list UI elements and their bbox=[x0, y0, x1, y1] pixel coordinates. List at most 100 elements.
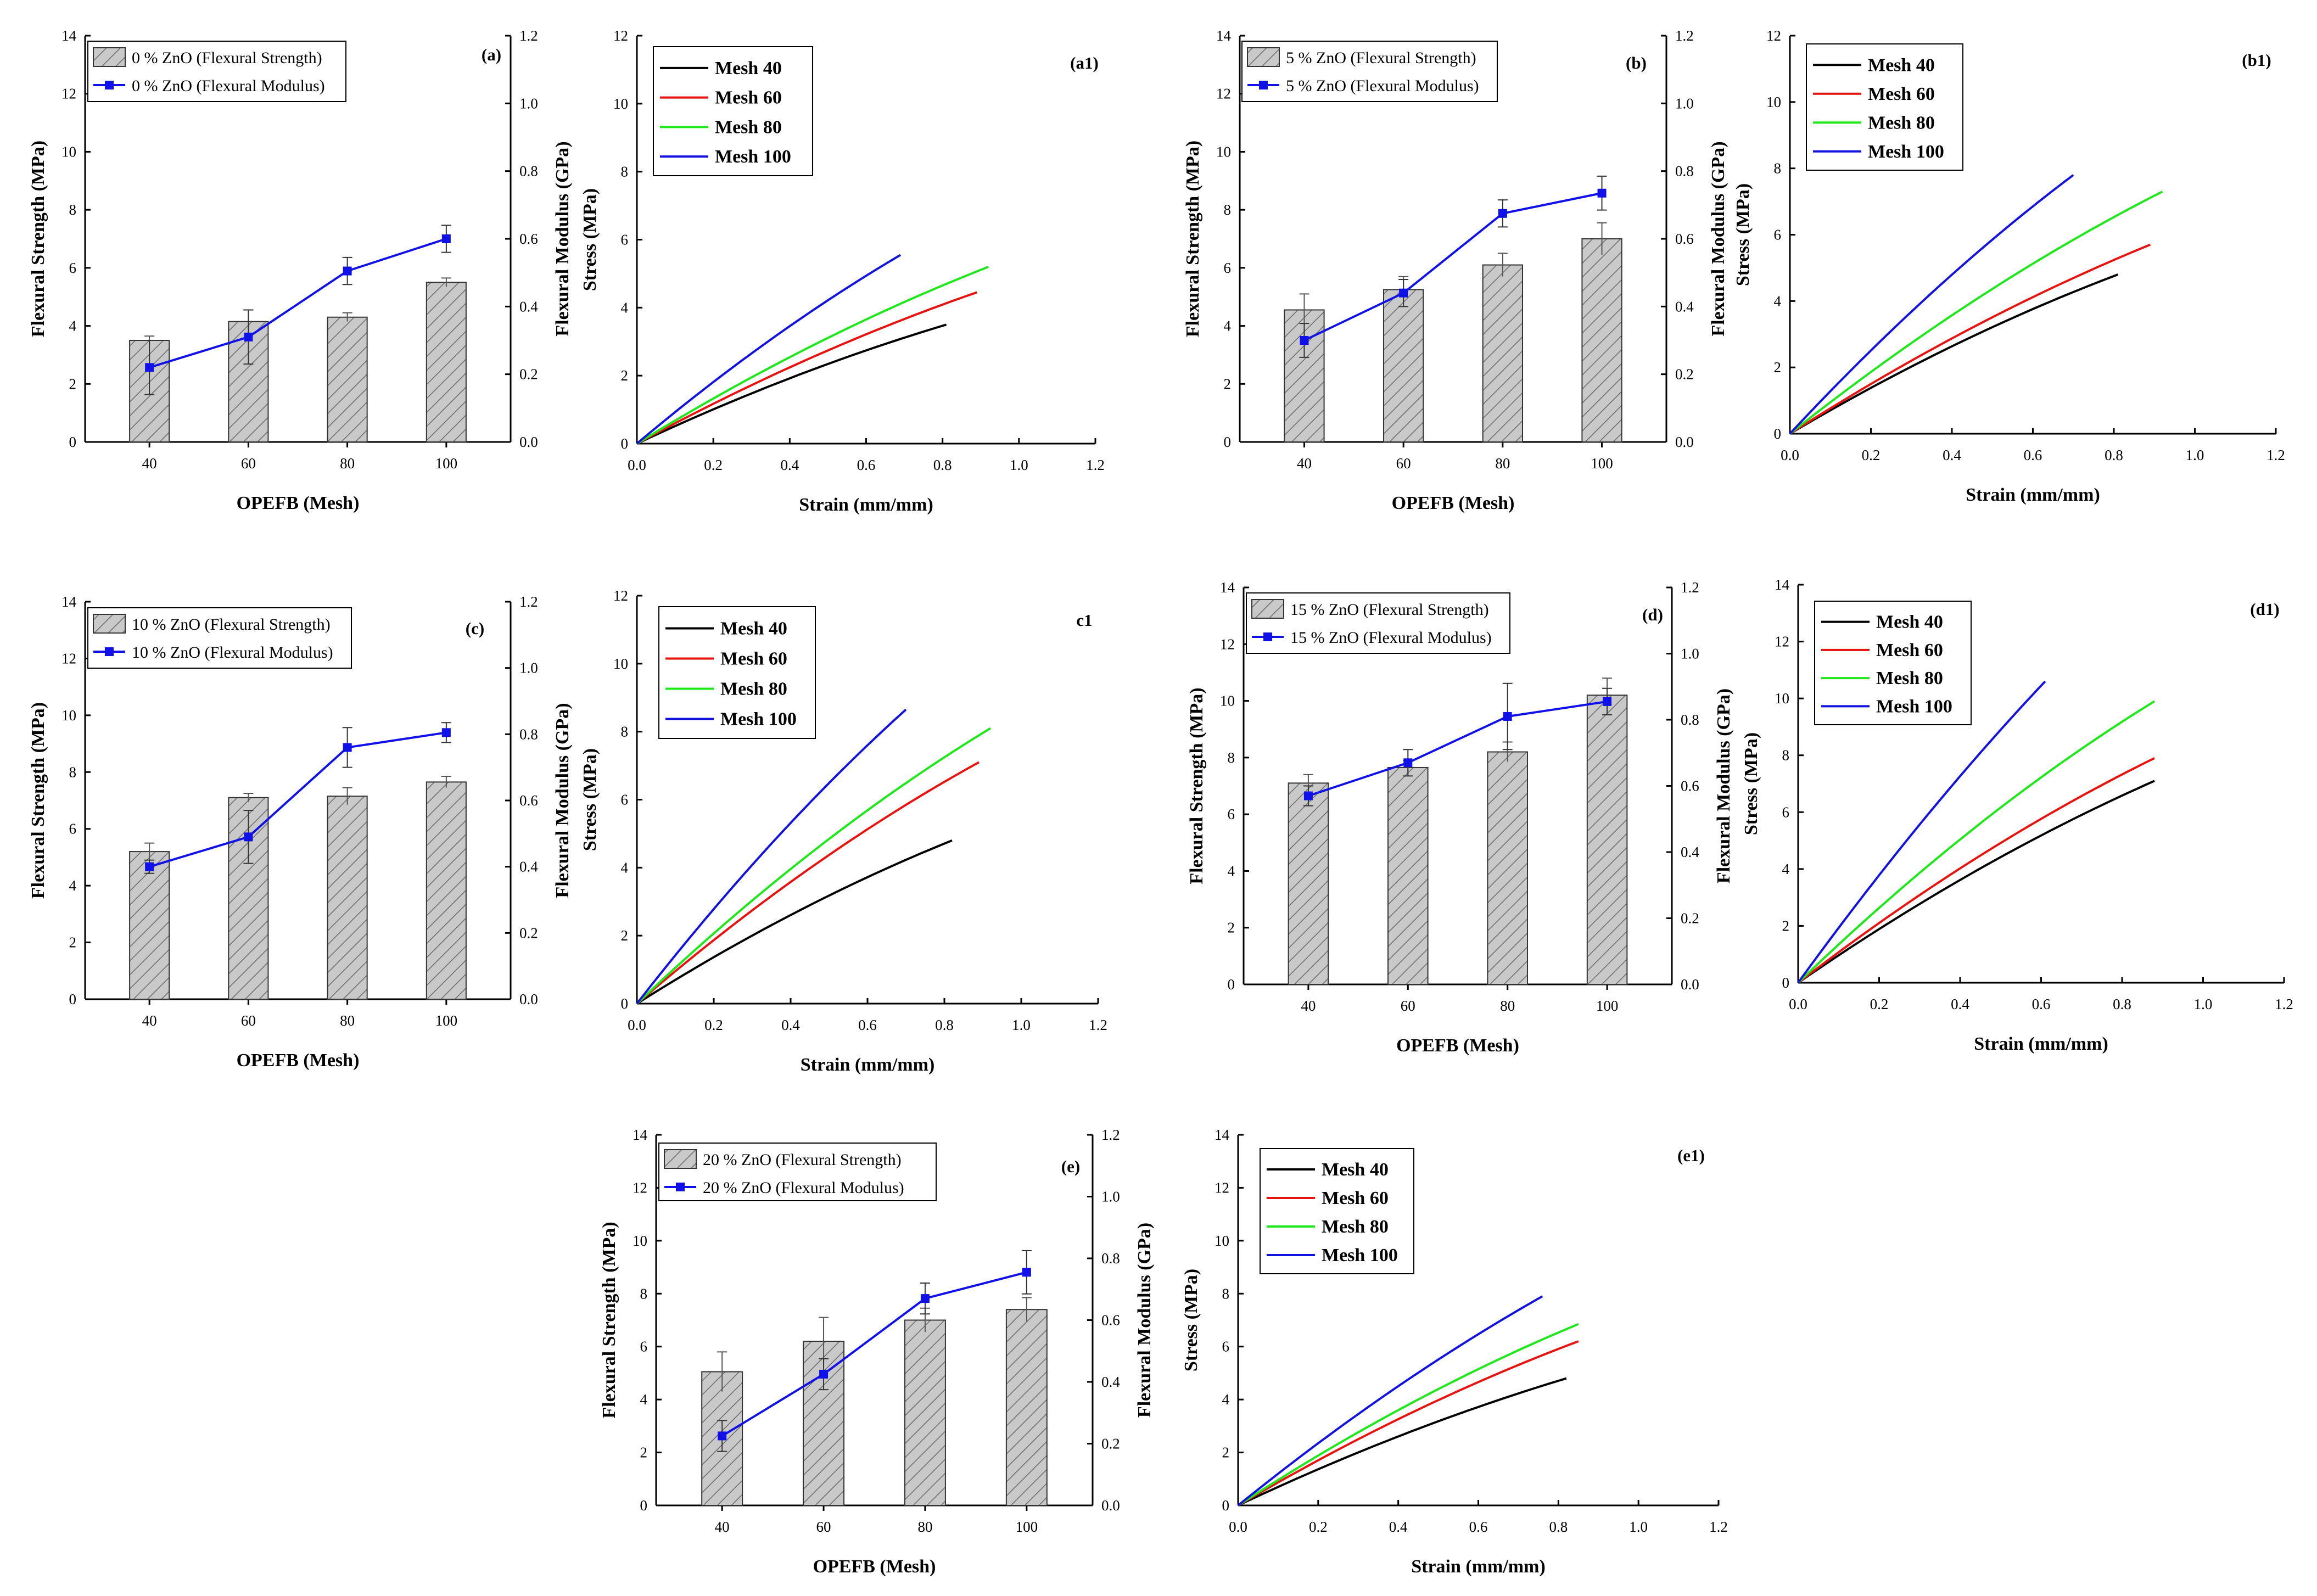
panel-b: 0 2 4 6 8 10 12 14 Flexural Strength (MPa) OPEFB … bbox=[1183, 27, 1728, 513]
y2-tick-label: 0.6 bbox=[1681, 778, 1699, 794]
x-tick-label: 0.0 bbox=[1781, 447, 1799, 463]
x-tick-label: 0.8 bbox=[1549, 1519, 1568, 1535]
bar bbox=[426, 781, 467, 1000]
x-tick-label: 80 bbox=[1495, 455, 1510, 472]
x-tick-label: 40 bbox=[1301, 998, 1316, 1014]
y2-tick-label: 0.0 bbox=[1681, 976, 1699, 993]
y-tick-label: 4 bbox=[1224, 318, 1232, 334]
modulus-point bbox=[343, 743, 352, 752]
series-line bbox=[1789, 243, 2151, 435]
x-tick-label: 40 bbox=[1297, 455, 1312, 472]
modulus-point bbox=[718, 1431, 727, 1441]
y2-tick-label: 0.2 bbox=[1681, 910, 1699, 927]
y-tick-label: 12 bbox=[1775, 634, 1789, 650]
y2-axis-title: Flexural Modulus (GPa) bbox=[1134, 1223, 1155, 1418]
series-line bbox=[636, 761, 980, 1005]
y-tick-label: 12 bbox=[1216, 86, 1231, 102]
legend-label: Mesh 80 bbox=[715, 117, 782, 137]
x-tick-label: 80 bbox=[1500, 998, 1515, 1014]
y-tick-label: 10 bbox=[633, 1233, 647, 1249]
x-tick-label: 0.2 bbox=[1862, 447, 1881, 463]
bar bbox=[1383, 289, 1424, 443]
x-tick-label: 100 bbox=[435, 1012, 458, 1029]
panel-label: (b) bbox=[1626, 53, 1647, 72]
x-tick-label: 1.0 bbox=[2194, 996, 2213, 1012]
series-line bbox=[636, 839, 953, 1005]
y-tick-label: 12 bbox=[633, 1179, 647, 1196]
panel-c1: 0 2 4 6 8 10 12 Stress (MPa) Strain (mm/mm) c1 0.0… bbox=[580, 587, 1107, 1075]
modulus-point bbox=[819, 1369, 829, 1379]
legend-label: 20 % ZnO (Flexural Modulus) bbox=[703, 1179, 904, 1197]
y2-axis-title: Flexural Modulus (GPa) bbox=[1708, 141, 1728, 336]
y-tick-label: 8 bbox=[1228, 749, 1235, 766]
x-tick-label: 60 bbox=[241, 455, 256, 472]
y-tick-label: 14 bbox=[1216, 27, 1232, 44]
y2-tick-label: 0.4 bbox=[519, 859, 538, 875]
series-line bbox=[636, 291, 977, 445]
y-tick-label: 14 bbox=[1215, 1127, 1230, 1143]
y-tick-label: 12 bbox=[613, 587, 628, 604]
y2-tick-label: 1.0 bbox=[1101, 1189, 1120, 1205]
legend-box bbox=[87, 607, 352, 669]
y-tick-label: 10 bbox=[61, 707, 76, 724]
y2-tick-label: 0.8 bbox=[1681, 712, 1699, 728]
y2-tick-label: 0.0 bbox=[519, 991, 538, 1007]
y-axis-title: Stress (MPa) bbox=[580, 188, 600, 291]
y-tick-label: 0 bbox=[1224, 434, 1232, 450]
legend-label: Mesh 100 bbox=[1876, 696, 1952, 716]
y-tick-label: 14 bbox=[1775, 576, 1790, 593]
legend-box bbox=[658, 1143, 937, 1201]
y2-tick-label: 0.4 bbox=[1101, 1374, 1120, 1390]
y-tick-label: 4 bbox=[640, 1391, 648, 1408]
y2-tick-label: 0.8 bbox=[519, 726, 538, 742]
y2-tick-label: 0.2 bbox=[1101, 1436, 1120, 1452]
panel-label: c1 bbox=[1076, 611, 1092, 630]
y-tick-label: 4 bbox=[621, 299, 629, 316]
x-tick-label: 1.0 bbox=[1629, 1519, 1648, 1535]
modulus-point bbox=[244, 832, 253, 842]
y-tick-label: 10 bbox=[613, 656, 628, 672]
panel-label: (a1) bbox=[1070, 53, 1099, 72]
y-tick-label: 12 bbox=[1766, 27, 1781, 44]
y2-axis-title: Flexural Modulus (GPa) bbox=[1714, 688, 1734, 883]
y2-tick-label: 1.2 bbox=[519, 593, 538, 610]
x-tick-label: 0.0 bbox=[1229, 1519, 1247, 1535]
y-tick-label: 6 bbox=[621, 232, 629, 248]
legend-label: Mesh 100 bbox=[1868, 142, 1944, 162]
legend-label: Mesh 80 bbox=[1868, 113, 1935, 133]
legend-label: Mesh 40 bbox=[715, 58, 782, 79]
series-line bbox=[1797, 780, 2155, 984]
bar bbox=[1487, 751, 1528, 985]
legend-swatch-marker bbox=[1263, 632, 1272, 641]
modulus-line bbox=[149, 238, 447, 369]
x-tick-label: 60 bbox=[816, 1519, 831, 1535]
bar bbox=[327, 316, 368, 443]
y-tick-label: 6 bbox=[69, 260, 77, 276]
legend-swatch-marker bbox=[676, 1183, 685, 1191]
series-line bbox=[1797, 680, 2046, 984]
legend-label: Mesh 40 bbox=[1876, 612, 1943, 632]
modulus-point bbox=[1300, 336, 1309, 345]
legend-label: Mesh 60 bbox=[1868, 84, 1935, 104]
series-line bbox=[636, 254, 902, 445]
legend-swatch-bar bbox=[664, 1149, 697, 1169]
y-axis-title: Stress (MPa) bbox=[1741, 732, 1761, 835]
y2-tick-label: 0.4 bbox=[519, 298, 538, 315]
y2-tick-label: 0.4 bbox=[1675, 298, 1694, 315]
panel-label: (e) bbox=[1061, 1157, 1080, 1176]
y-tick-label: 0 bbox=[1774, 425, 1782, 442]
y-tick-label: 4 bbox=[1228, 863, 1235, 879]
panel-label: (e1) bbox=[1677, 1146, 1705, 1165]
y2-axis-title: Flexural Modulus (GPa) bbox=[552, 141, 573, 336]
x-tick-label: 100 bbox=[1016, 1519, 1038, 1535]
y2-tick-label: 0.8 bbox=[519, 163, 538, 180]
x-tick-label: 0.6 bbox=[1469, 1519, 1488, 1535]
y2-tick-label: 1.0 bbox=[519, 660, 538, 676]
bar bbox=[327, 796, 368, 1000]
x-tick-label: 40 bbox=[142, 1012, 157, 1029]
panel-b1: 0 2 4 6 8 10 12 Stress (MPa) Strain (mm/mm) (b1) 0… bbox=[1733, 27, 2285, 505]
legend-label: Mesh 100 bbox=[715, 147, 791, 167]
legend-label: Mesh 60 bbox=[715, 88, 782, 108]
y-tick-label: 4 bbox=[69, 318, 77, 334]
y-tick-label: 4 bbox=[1774, 293, 1782, 309]
